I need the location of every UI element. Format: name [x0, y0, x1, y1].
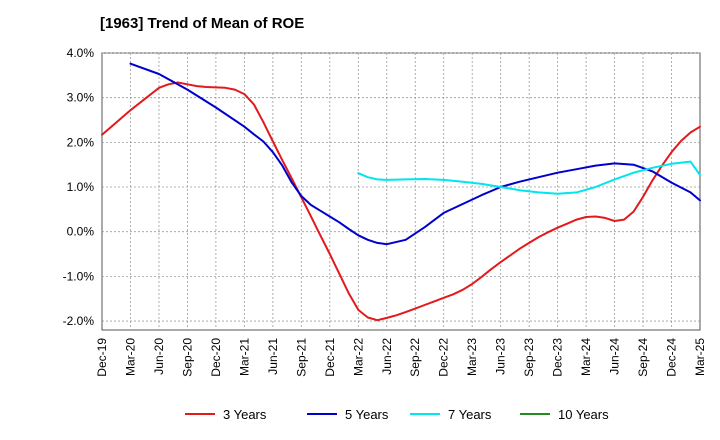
series-line-5-years [129, 62, 701, 246]
legend-label-5-years: 5 Years [345, 407, 389, 422]
x-tick-label: Dec-23 [551, 338, 565, 377]
x-tick-label: Jun-24 [608, 338, 622, 375]
x-tick-label: Mar-20 [123, 338, 137, 376]
x-tick-label: Dec-22 [437, 338, 451, 377]
x-tick-label: Dec-19 [95, 338, 109, 377]
x-tick-label: Sep-20 [180, 338, 194, 377]
x-tick-label: Dec-24 [665, 338, 679, 377]
plot-area [101, 52, 701, 331]
legend-label-7-years: 7 Years [448, 407, 492, 422]
x-tick-label: Sep-21 [294, 338, 308, 377]
x-tick-label: Mar-21 [237, 338, 251, 376]
x-tick-label: Sep-22 [408, 338, 422, 377]
x-tick-label: Jun-23 [494, 338, 508, 375]
legend-label-3-years: 3 Years [223, 407, 267, 422]
y-tick-label: 4.0% [67, 46, 95, 60]
x-tick-label: Mar-22 [351, 338, 365, 376]
y-tick-label: -1.0% [63, 269, 95, 283]
x-tick-label: Mar-23 [465, 338, 479, 376]
series-line-3-years [101, 81, 701, 322]
x-tick-label: Sep-23 [522, 338, 536, 377]
x-tick-label: Jun-22 [380, 338, 394, 375]
x-tick-label: Mar-24 [579, 338, 593, 376]
y-tick-label: -2.0% [63, 314, 95, 328]
legend-label-10-years: 10 Years [558, 407, 609, 422]
y-tick-label: 3.0% [67, 91, 95, 105]
y-tick-label: 0.0% [67, 225, 95, 239]
x-tick-label: Dec-21 [323, 338, 337, 377]
series-line-7-years [357, 160, 701, 195]
x-tick-label: Jun-21 [266, 338, 280, 375]
x-tick-label: Dec-20 [209, 338, 223, 377]
x-tick-label: Jun-20 [152, 338, 166, 375]
y-tick-label: 1.0% [67, 180, 95, 194]
chart-title: [1963] Trend of Mean of ROE [100, 15, 305, 32]
x-tick-label: Sep-24 [636, 338, 650, 377]
y-tick-label: 2.0% [67, 135, 95, 149]
x-tick-label: Mar-25 [693, 338, 707, 376]
